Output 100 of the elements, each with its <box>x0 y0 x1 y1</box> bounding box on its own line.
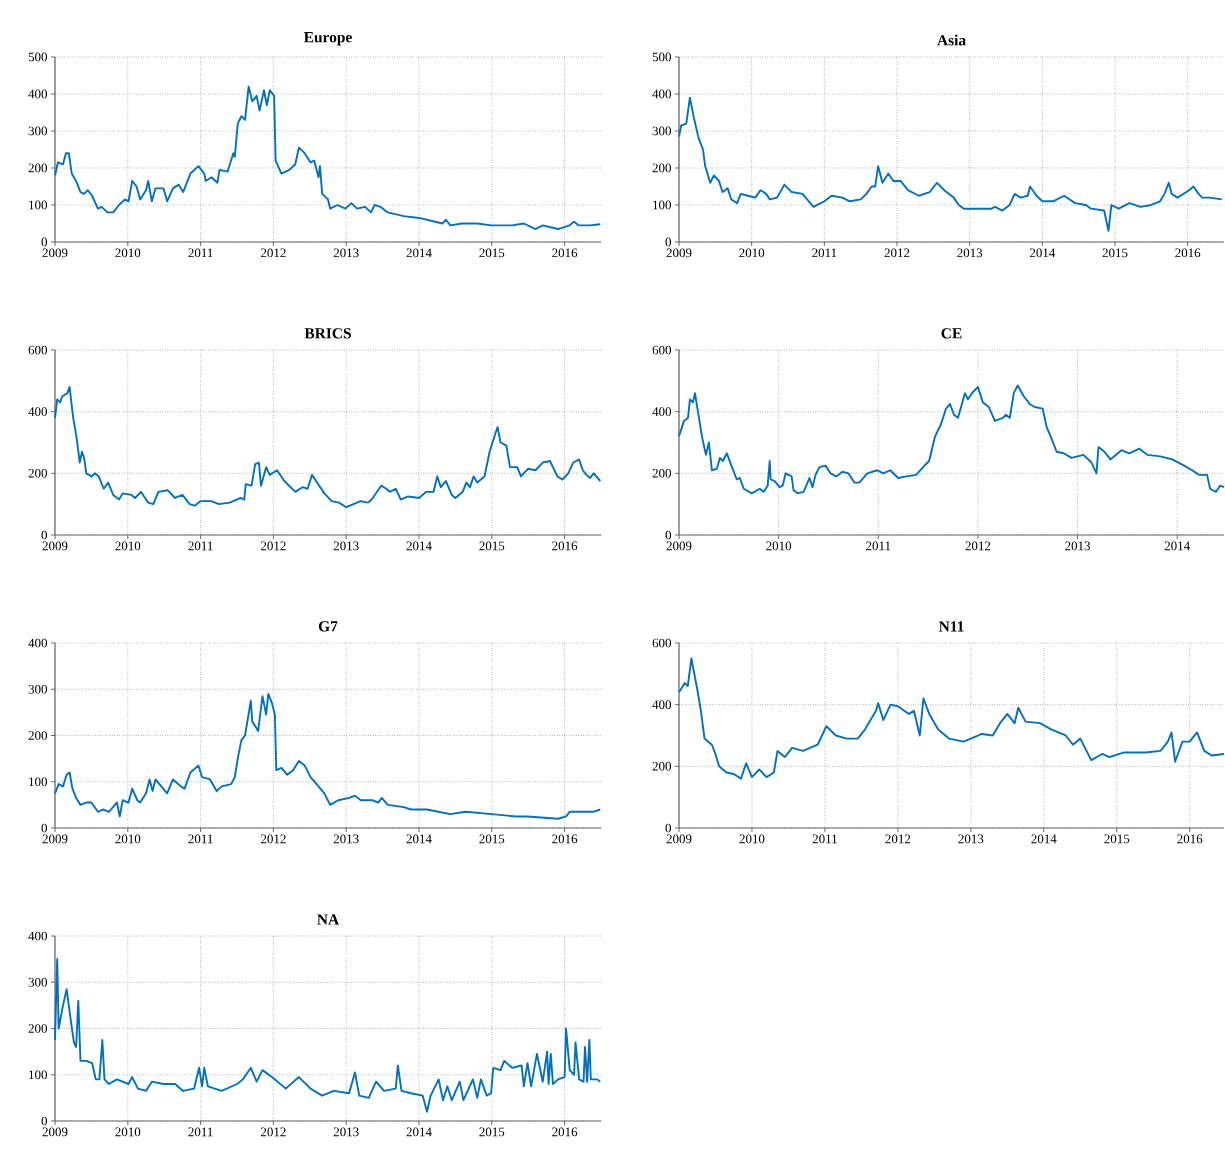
x-tick-label: 2015 <box>479 541 505 551</box>
y-tick-label: 200 <box>652 163 671 173</box>
x-tick-label: 2016 <box>1177 834 1203 844</box>
x-tick-label: 2016 <box>552 834 578 844</box>
x-tick-label: 2013 <box>958 834 984 844</box>
y-tick-label: 100 <box>653 200 671 210</box>
line-series <box>54 958 602 1113</box>
chart-title: G7 <box>318 621 338 632</box>
x-tick-label: 2012 <box>965 541 991 551</box>
y-tick-label: 400 <box>652 89 671 99</box>
y-tick-label: 0 <box>665 530 672 540</box>
y-tick-label: 600 <box>28 345 48 355</box>
y-tick-label: 100 <box>29 200 48 210</box>
x-tick-label: 2014 <box>406 248 432 258</box>
y-tick-label: 300 <box>28 684 48 694</box>
y-tick-label: 200 <box>28 468 48 478</box>
y-tick-label: 200 <box>652 468 672 478</box>
x-tick-label: 2010 <box>115 248 141 258</box>
x-tick-label: 2014 <box>406 541 432 551</box>
x-tick-label: 2010 <box>115 541 141 551</box>
x-tick-label: 2011 <box>188 248 213 258</box>
y-tick-label: 100 <box>29 1070 48 1080</box>
x-tick-label: 2009 <box>666 834 692 844</box>
y-tick-label: 600 <box>652 345 672 355</box>
x-tick-label: 2012 <box>885 834 911 844</box>
y-tick-label: 0 <box>41 237 48 247</box>
x-tick-label: 2010 <box>115 834 141 844</box>
x-tick-label: 2014 <box>1031 834 1057 844</box>
x-tick-label: 2012 <box>261 248 286 258</box>
x-tick-label: 2011 <box>188 541 213 551</box>
y-tick-label: 0 <box>665 237 671 247</box>
x-tick-label: 2009 <box>42 248 68 258</box>
x-tick-label: 2016 <box>552 248 578 258</box>
y-tick-label: 400 <box>28 89 48 99</box>
x-tick-label: 2014 <box>406 1127 432 1137</box>
x-tick-label: 2013 <box>1065 541 1090 551</box>
line-series <box>678 657 1225 780</box>
x-tick-label: 2012 <box>884 248 910 258</box>
y-tick-label: 0 <box>41 1116 48 1126</box>
x-tick-label: 2009 <box>42 541 68 551</box>
x-tick-label: 2011 <box>188 1127 213 1137</box>
y-tick-label: 500 <box>28 52 48 62</box>
x-tick-label: 2011 <box>866 541 891 551</box>
x-tick-label: 2012 <box>261 834 286 844</box>
x-tick-label: 2014 <box>1164 541 1190 551</box>
x-tick-label: 2009 <box>42 1127 68 1137</box>
x-tick-label: 2013 <box>333 541 359 551</box>
x-tick-label: 2014 <box>406 834 432 844</box>
y-tick-label: 300 <box>28 126 48 136</box>
x-tick-label: 2012 <box>261 541 286 551</box>
chart-title: Europe <box>303 32 352 46</box>
y-tick-label: 200 <box>28 163 48 173</box>
x-tick-label: 2011 <box>812 248 837 258</box>
x-tick-label: 2010 <box>115 1127 141 1137</box>
chart-title: Asia <box>937 34 966 46</box>
y-tick-label: 600 <box>652 638 672 648</box>
y-tick-label: 0 <box>665 823 672 833</box>
x-tick-label: 2013 <box>333 248 359 258</box>
y-tick-label: 500 <box>652 52 671 62</box>
line-series <box>678 384 1225 495</box>
x-tick-label: 2009 <box>666 248 692 258</box>
x-tick-label: 2010 <box>739 834 765 844</box>
y-tick-label: 400 <box>28 407 48 417</box>
y-tick-label: 400 <box>652 700 672 710</box>
chart-title: BRICS <box>304 328 351 339</box>
x-tick-label: 2016 <box>1175 248 1201 258</box>
x-tick-label: 2011 <box>188 834 213 844</box>
y-tick-label: 100 <box>29 777 48 787</box>
line-series <box>54 85 602 230</box>
y-tick-label: 200 <box>652 761 672 771</box>
y-tick-label: 400 <box>28 638 48 648</box>
x-tick-label: 2009 <box>666 541 692 551</box>
x-tick-label: 2014 <box>1029 248 1056 258</box>
x-tick-label: 2015 <box>1102 248 1128 258</box>
chart-title: CE <box>941 328 962 339</box>
x-tick-label: 2010 <box>739 248 765 258</box>
x-tick-label: 2015 <box>1104 834 1130 844</box>
y-tick-label: 300 <box>652 126 671 136</box>
y-tick-label: 0 <box>41 530 48 540</box>
x-tick-label: 2013 <box>333 834 359 844</box>
x-tick-label: 2016 <box>552 541 578 551</box>
y-tick-label: 200 <box>28 1024 48 1033</box>
x-tick-label: 2013 <box>957 248 983 258</box>
x-tick-label: 2016 <box>552 1127 578 1137</box>
x-tick-label: 2011 <box>812 834 837 844</box>
y-tick-label: 400 <box>28 931 48 941</box>
x-tick-label: 2015 <box>479 1127 505 1137</box>
x-tick-label: 2015 <box>479 248 505 258</box>
x-tick-label: 2012 <box>261 1127 286 1137</box>
x-tick-label: 2013 <box>333 1127 359 1137</box>
x-tick-label: 2015 <box>479 834 505 844</box>
chart-title: N11 <box>938 621 964 632</box>
y-tick-label: 300 <box>28 977 48 987</box>
line-series <box>54 386 602 509</box>
chart-title: NA <box>317 914 340 925</box>
y-tick-label: 400 <box>652 407 672 417</box>
y-tick-label: 200 <box>28 731 48 740</box>
x-tick-label: 2009 <box>42 834 68 844</box>
x-tick-label: 2010 <box>766 541 792 551</box>
y-tick-label: 0 <box>41 823 48 833</box>
